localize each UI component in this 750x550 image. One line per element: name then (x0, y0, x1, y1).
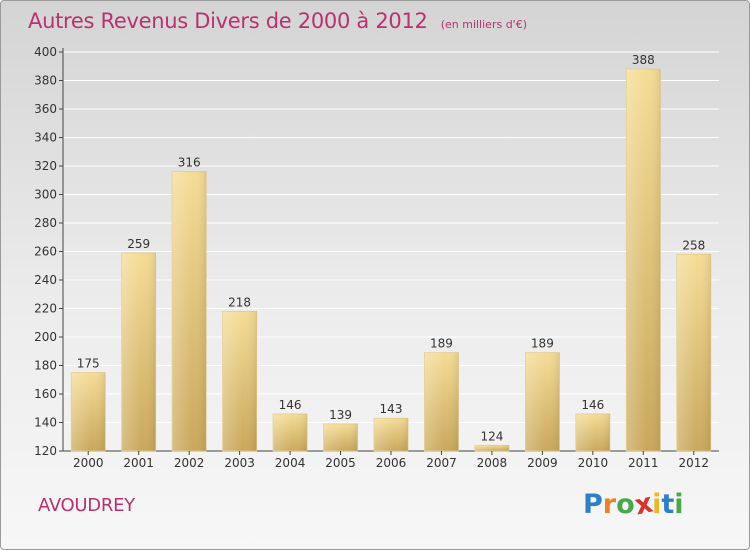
grid-lines (59, 51, 719, 452)
y-tick-label: 240 (34, 273, 57, 287)
data-labels: 175 259 316 218 146 139 143 189 124 189 146 388 258 (77, 53, 705, 443)
x-tick-label: 2002 (174, 456, 205, 470)
y-tick-label: 160 (34, 387, 57, 401)
data-label: 143 (380, 402, 403, 416)
y-tick-label: 280 (34, 216, 57, 230)
x-tick-label: 2000 (73, 456, 104, 470)
bar-shading (172, 171, 207, 451)
y-tick-label: 220 (34, 302, 57, 316)
data-label: 189 (430, 337, 453, 351)
logo-letter: i (674, 489, 684, 520)
y-tick-label: 340 (34, 131, 57, 145)
data-label: 189 (531, 337, 554, 351)
x-tick-label: 2005 (325, 456, 356, 470)
bar-shading (474, 445, 509, 451)
logo-letter: P (583, 489, 603, 520)
y-tick-label: 120 (34, 444, 57, 458)
data-label: 146 (581, 398, 604, 412)
logo-letter: i (652, 489, 662, 520)
bar-shading (626, 69, 661, 451)
x-tick-label: 2007 (426, 456, 457, 470)
data-label: 388 (632, 53, 655, 67)
x-tick-label: 2009 (527, 456, 558, 470)
data-label: 146 (279, 398, 302, 412)
y-tick-label: 140 (34, 416, 57, 430)
y-tick-label: 380 (34, 74, 57, 88)
bar-shading (273, 413, 308, 451)
data-label: 259 (127, 237, 150, 251)
bar-shading (71, 372, 106, 451)
y-tick-label: 400 (34, 45, 57, 59)
x-tick-label: 2011 (628, 456, 659, 470)
bar-shading (676, 254, 711, 451)
y-tick-label: 260 (34, 245, 57, 259)
x-tick-label: 2003 (224, 456, 255, 470)
title-row: Autres Revenus Divers de 2000 à 2012 (en… (28, 9, 527, 33)
bars (70, 68, 712, 452)
town-name: AVOUDREY (38, 495, 135, 516)
chart-title: Autres Revenus Divers de 2000 à 2012 (28, 9, 428, 33)
x-tick-labels: 2000 2001 2002 2003 2004 2005 2006 2007 2008 2009… (73, 451, 709, 470)
bar-shading (323, 423, 358, 451)
data-label: 139 (329, 408, 352, 422)
logo-letter: t (661, 489, 675, 520)
x-tick-label: 2001 (123, 456, 154, 470)
logo-letter: r (602, 489, 617, 520)
x-tick-label: 2004 (275, 456, 306, 470)
data-label: 175 (77, 357, 100, 371)
x-tick-label: 2012 (678, 456, 709, 470)
y-tick-label: 300 (34, 188, 57, 202)
data-label: 316 (178, 156, 201, 170)
data-label: 124 (480, 429, 503, 443)
x-tick-label: 2008 (477, 456, 508, 470)
chart-unit: (en milliers d'€) (440, 18, 527, 31)
bar-shading (525, 352, 560, 451)
proxiti-logo: Proxiti (583, 488, 684, 522)
y-tick-label: 320 (34, 159, 57, 173)
x-tick-label: 2010 (578, 456, 609, 470)
data-label: 218 (228, 295, 251, 309)
bar-shading (222, 311, 257, 451)
axes (62, 48, 719, 452)
data-label: 258 (682, 238, 705, 252)
y-tick-labels: 120 140 160 180 200 220 240 260 280 300 320 340 360 3… (34, 45, 57, 458)
y-tick-label: 180 (34, 359, 57, 373)
bar-shading (374, 418, 408, 451)
bar-shading (121, 252, 156, 451)
y-tick-label: 200 (34, 330, 57, 344)
logo-letter: o (616, 489, 635, 520)
bar-shading (575, 413, 610, 451)
bar-shading (424, 352, 459, 451)
x-tick-label: 2006 (376, 456, 407, 470)
y-tick-label: 360 (34, 102, 57, 116)
